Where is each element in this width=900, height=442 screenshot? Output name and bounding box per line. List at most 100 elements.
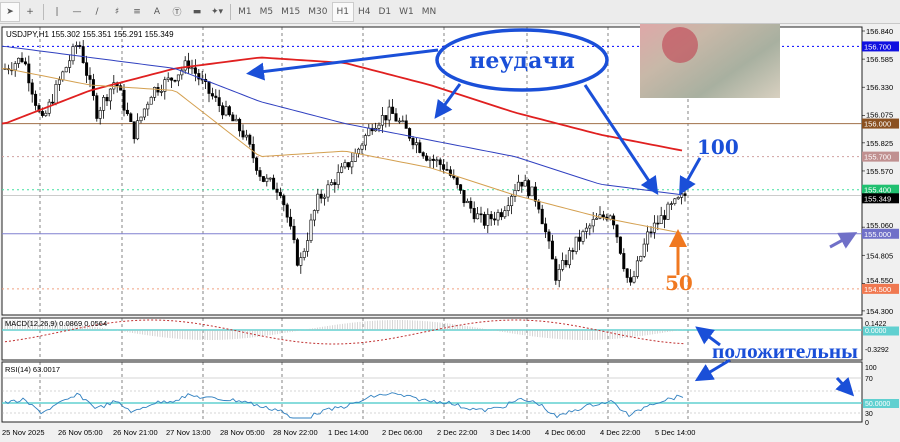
candle-body [663, 215, 667, 220]
timeframe-m5[interactable]: M5 [259, 6, 274, 17]
macd-tick: 0.0000 [865, 328, 887, 335]
candle-body [91, 79, 95, 96]
candle-body [357, 148, 361, 154]
macd-label: MACD(12,26,9) 0.0869 0.0564 [5, 319, 107, 328]
price-level-label: 155.400 [864, 186, 891, 195]
time-tick: 26 Nov 05:00 [58, 428, 103, 437]
candle-body [442, 164, 446, 170]
candle-body [506, 205, 510, 211]
cursor-icon[interactable]: ➤ [0, 1, 20, 22]
candle-body [350, 161, 354, 168]
timeframe-h1[interactable]: H1 [331, 1, 354, 22]
candle-body [40, 111, 44, 116]
price-level-label: 155.000 [864, 230, 891, 239]
candle-body [649, 231, 653, 234]
crosshair-icon[interactable]: + [26, 6, 34, 17]
price-level-tag [862, 184, 899, 195]
candle-body [336, 172, 340, 185]
candle-body [472, 208, 476, 220]
candle-body [578, 236, 582, 242]
ma-blue-line [1, 45, 683, 196]
timeframe-m15[interactable]: M15 [281, 6, 301, 17]
candle-body [340, 166, 344, 173]
candle-body [622, 253, 626, 270]
time-tick: 1 Dec 14:00 [328, 428, 368, 437]
timeframe-w1[interactable]: W1 [399, 6, 414, 17]
candle-body [346, 162, 350, 168]
candle-body [68, 60, 72, 68]
candle-body [377, 124, 381, 129]
candle-body [54, 84, 58, 104]
trendline-icon[interactable]: / [95, 6, 99, 17]
candle-body [166, 77, 170, 80]
time-tick: 3 Dec 14:00 [490, 428, 530, 437]
shapes-icon[interactable]: ✦▾ [211, 6, 224, 17]
candle-body [404, 120, 408, 129]
candle-body [214, 95, 218, 98]
candle-body [601, 214, 605, 218]
time-tick: 25 Nov 2025 [2, 428, 45, 437]
candle-body [312, 210, 316, 221]
candle-body [268, 177, 272, 180]
annotation-arrows [246, 48, 855, 397]
candle-body [17, 57, 21, 64]
candle-body [564, 260, 568, 266]
timeframe-m1[interactable]: M1 [238, 6, 252, 17]
candle-body [516, 181, 520, 191]
candle-body [425, 155, 429, 161]
price-level-tag [862, 41, 899, 52]
macd-tick: -0.3292 [865, 347, 889, 354]
fibonacci-icon[interactable]: ♯ [114, 6, 120, 17]
channel-icon[interactable]: ≡ [133, 6, 141, 17]
current-price-tag [862, 193, 899, 204]
candle-body [632, 276, 636, 283]
candle-body [210, 93, 214, 97]
rsi-tick: 30 [865, 411, 873, 418]
candle-body [591, 219, 595, 227]
price-level-label: 155.700 [864, 153, 891, 162]
candle-body [34, 93, 38, 106]
candle-body [571, 250, 575, 252]
candle-body [391, 106, 395, 114]
timeframe-h4[interactable]: H4 [358, 6, 371, 17]
candle-body [550, 240, 554, 260]
rectangle-icon[interactable]: ▬ [192, 6, 202, 17]
candle-body [149, 96, 153, 105]
candle-body [207, 81, 211, 94]
time-tick: 27 Nov 13:00 [166, 428, 211, 437]
horizontal-line-icon[interactable]: — [72, 6, 82, 17]
candle-body [139, 116, 143, 122]
candle-body [367, 127, 371, 136]
candle-body [646, 231, 650, 245]
candle-body [278, 192, 282, 197]
candle-body [683, 193, 687, 196]
text-icon[interactable]: A [153, 6, 161, 17]
timeframe-d1[interactable]: D1 [378, 6, 392, 17]
candle-body [105, 97, 109, 102]
rsi-line [4, 392, 684, 419]
banknote-portrait [662, 27, 698, 63]
candle-body [23, 61, 27, 65]
candle-body [295, 239, 299, 266]
price-tick: 156.330 [866, 83, 893, 92]
rsi-label: RSI(14) 63.0017 [5, 365, 60, 374]
text-label-icon[interactable]: Ⓣ [172, 8, 182, 18]
candle-body [513, 190, 517, 197]
current-price-label: 155.349 [864, 194, 891, 203]
candle-body [567, 250, 571, 266]
candle-body [639, 256, 643, 262]
macd-tick: 0.1422 [865, 321, 887, 328]
chart-canvas[interactable]: 156.700 156.000 155.700 155.400 155.000 154.5… [0, 24, 900, 442]
symbol-info: USDJPY,H1 155.302 155.351 155.291 155.34… [6, 30, 174, 39]
vertical-line-icon[interactable]: | [55, 6, 59, 17]
candle-body [503, 210, 507, 218]
timeframe-m30[interactable]: M30 [308, 6, 328, 17]
candle-body [329, 182, 333, 186]
candle-body [408, 128, 412, 139]
candle-body [595, 217, 599, 220]
timeframe-mn[interactable]: MN [421, 6, 437, 17]
candle-body [547, 231, 551, 242]
candle-body [187, 60, 191, 69]
price-tick: 154.550 [866, 276, 893, 285]
candle-body [265, 177, 269, 182]
